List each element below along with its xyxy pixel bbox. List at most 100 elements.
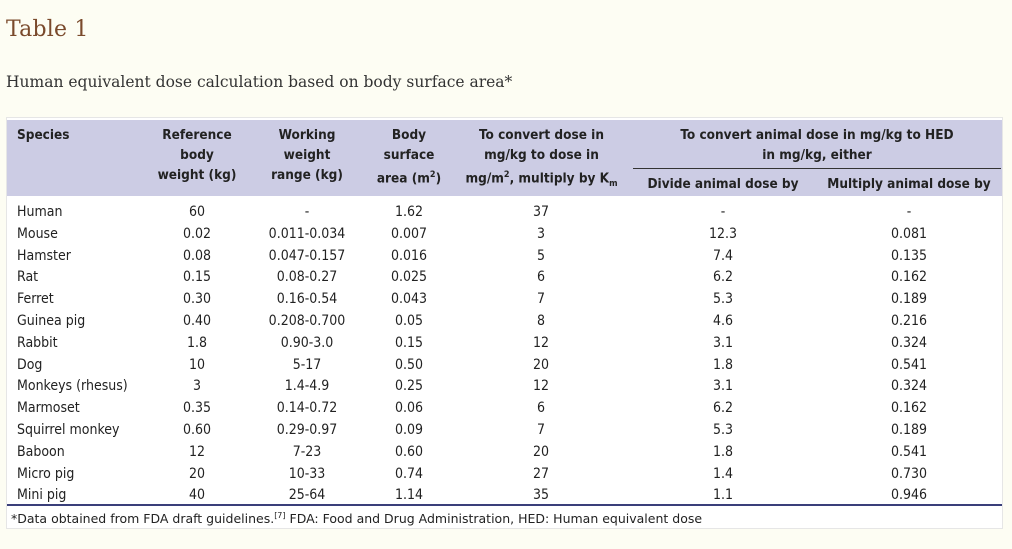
table-row: Monkeys (rhesus) 3 1.4-4.9 0.25 12 3.1 0.324 (7, 376, 1002, 398)
cell-divide: 1.8 (712, 443, 734, 460)
table-row: Hamster 0.08 0.047-0.157 0.016 5 7.4 0.135 (7, 246, 1002, 268)
header-group-divider (633, 168, 1001, 169)
cell-species: Mini pig (17, 487, 67, 504)
cell-bsa: 0.09 (394, 421, 424, 438)
cell-bsa: 0.016 (390, 247, 428, 264)
cell-divide: 6.2 (712, 269, 734, 286)
header-working-range: Working weight range (kg) (271, 127, 343, 183)
cell-multiply: 0.189 (890, 291, 928, 308)
cell-multiply: 0.541 (890, 356, 928, 373)
cell-bsa: 0.15 (394, 334, 424, 351)
cell-species: Rabbit (17, 334, 58, 351)
cell-ref: 1.8 (186, 334, 208, 351)
cell-species: Mouse (17, 225, 58, 242)
cell-ref: 0.08 (182, 247, 212, 264)
cell-range: 0.29-0.97 (276, 421, 338, 438)
cell-km: 12 (532, 378, 550, 395)
cell-ref: 0.15 (182, 269, 212, 286)
cell-species: Guinea pig (17, 312, 86, 329)
cell-ref: 60 (188, 204, 206, 220)
cell-range: 0.16-0.54 (276, 291, 338, 308)
cell-range: 1.4-4.9 (284, 378, 330, 395)
cell-species: Rat (17, 269, 39, 286)
table-row: Ferret 0.30 0.16-0.54 0.043 7 5.3 0.189 (7, 289, 1002, 311)
cell-range: 0.047-0.157 (268, 247, 346, 264)
cell-species: Marmoset (17, 400, 80, 417)
cell-km: 3 (536, 225, 546, 242)
cell-multiply: 0.730 (890, 465, 928, 482)
table-row: Guinea pig 0.40 0.208-0.700 0.05 8 4.6 0.216 (7, 311, 1002, 333)
cell-species: Human (17, 204, 63, 220)
cell-ref: 0.40 (182, 312, 212, 329)
cell-multiply: 0.541 (890, 443, 928, 460)
cell-km: 7 (536, 421, 546, 438)
cell-multiply: 0.162 (890, 400, 928, 417)
cell-km: 6 (536, 400, 546, 417)
cell-divide: 6.2 (712, 400, 734, 417)
table-body: Human 60-1.62 37- - Mouse 0.02 0.011-0.034 0.00… (7, 202, 1002, 507)
cell-divide: 12.3 (708, 225, 738, 242)
cell-km: 27 (532, 465, 550, 482)
table-caption: Human equivalent dose calculation based … (6, 73, 513, 91)
table-row: Squirrel monkey 0.60 0.29-0.97 0.09 7 5.3 0.18… (7, 420, 1002, 442)
cell-range: 25-64 (288, 487, 326, 504)
table-footnote: *Data obtained from FDA draft guidelines… (11, 511, 703, 527)
cell-bsa: 0.50 (394, 356, 424, 373)
cell-km: 12 (532, 334, 550, 351)
table-header: Species Reference body weight (kg) Worki… (7, 120, 1002, 196)
cell-divide: 5.3 (712, 421, 734, 438)
cell-species: Ferret (17, 291, 54, 308)
cell-divide: 3.1 (712, 378, 734, 395)
cell-ref: 3 (192, 378, 202, 395)
cell-bsa: 0.043 (390, 291, 428, 308)
table-row: Rat 0.15 0.08-0.27 0.025 6 6.2 0.162 (7, 267, 1002, 289)
cell-divide: 7.4 (712, 247, 734, 264)
table-row: Dog 10 5-17 0.50 20 1.8 0.541 (7, 355, 1002, 377)
cell-multiply: 0.189 (890, 421, 928, 438)
cell-km: 6 (536, 269, 546, 286)
cell-bsa: 1.62 (394, 204, 424, 220)
header-body-surface-area: Body surface area (m2) (376, 127, 442, 187)
cell-divide: - (720, 204, 726, 220)
cell-ref: 20 (188, 465, 206, 482)
cell-km: 35 (532, 487, 550, 504)
table-title: Table 1 (6, 17, 89, 42)
cell-species: Micro pig (17, 465, 75, 482)
cell-range: 7-23 (292, 443, 322, 460)
cell-multiply: 0.946 (890, 487, 928, 504)
cell-bsa: 1.14 (394, 487, 424, 504)
table-row: Marmoset 0.35 0.14-0.72 0.06 6 6.2 0.162 (7, 398, 1002, 420)
table-row: Micro pig 20 10-33 0.74 27 1.4 0.730 (7, 464, 1002, 486)
cell-multiply: 0.135 (890, 247, 928, 264)
cell-species: Baboon (17, 443, 65, 460)
cell-range: 0.08-0.27 (276, 269, 338, 286)
cell-ref: 10 (188, 356, 206, 373)
cell-species: Dog (17, 356, 43, 373)
cell-ref: 0.30 (182, 291, 212, 308)
cell-range: 0.90-3.0 (280, 334, 334, 351)
cell-range: - (304, 204, 310, 220)
cell-divide: 4.6 (712, 312, 734, 329)
cell-multiply: 0.162 (890, 269, 928, 286)
table-row: Mouse 0.02 0.011-0.034 0.007 3 12.3 0.081 (7, 224, 1002, 246)
cell-ref: 0.60 (182, 421, 212, 438)
cell-species: Monkeys (rhesus) (17, 378, 128, 395)
header-km-conversion: To convert dose in mg/kg to dose in mg/m… (465, 127, 618, 190)
cell-bsa: 0.05 (394, 312, 424, 329)
cell-species: Hamster (17, 247, 71, 264)
cell-km: 8 (536, 312, 546, 329)
cell-bsa: 0.007 (390, 225, 428, 242)
cell-range: 10-33 (288, 465, 326, 482)
cell-divide: 3.1 (712, 334, 734, 351)
cell-ref: 40 (188, 487, 206, 504)
cell-multiply: 0.081 (890, 225, 928, 242)
cell-multiply: - (906, 204, 912, 220)
cell-km: 20 (532, 443, 550, 460)
cell-divide: 5.3 (712, 291, 734, 308)
header-species: Species (17, 127, 70, 143)
header-divide: Divide animal dose by (647, 176, 799, 192)
cell-species: Squirrel monkey (17, 421, 120, 438)
table-row: Baboon 12 7-23 0.60 20 1.8 0.541 (7, 442, 1002, 464)
cell-km: 7 (536, 291, 546, 308)
cell-range: 0.208-0.700 (268, 312, 346, 329)
